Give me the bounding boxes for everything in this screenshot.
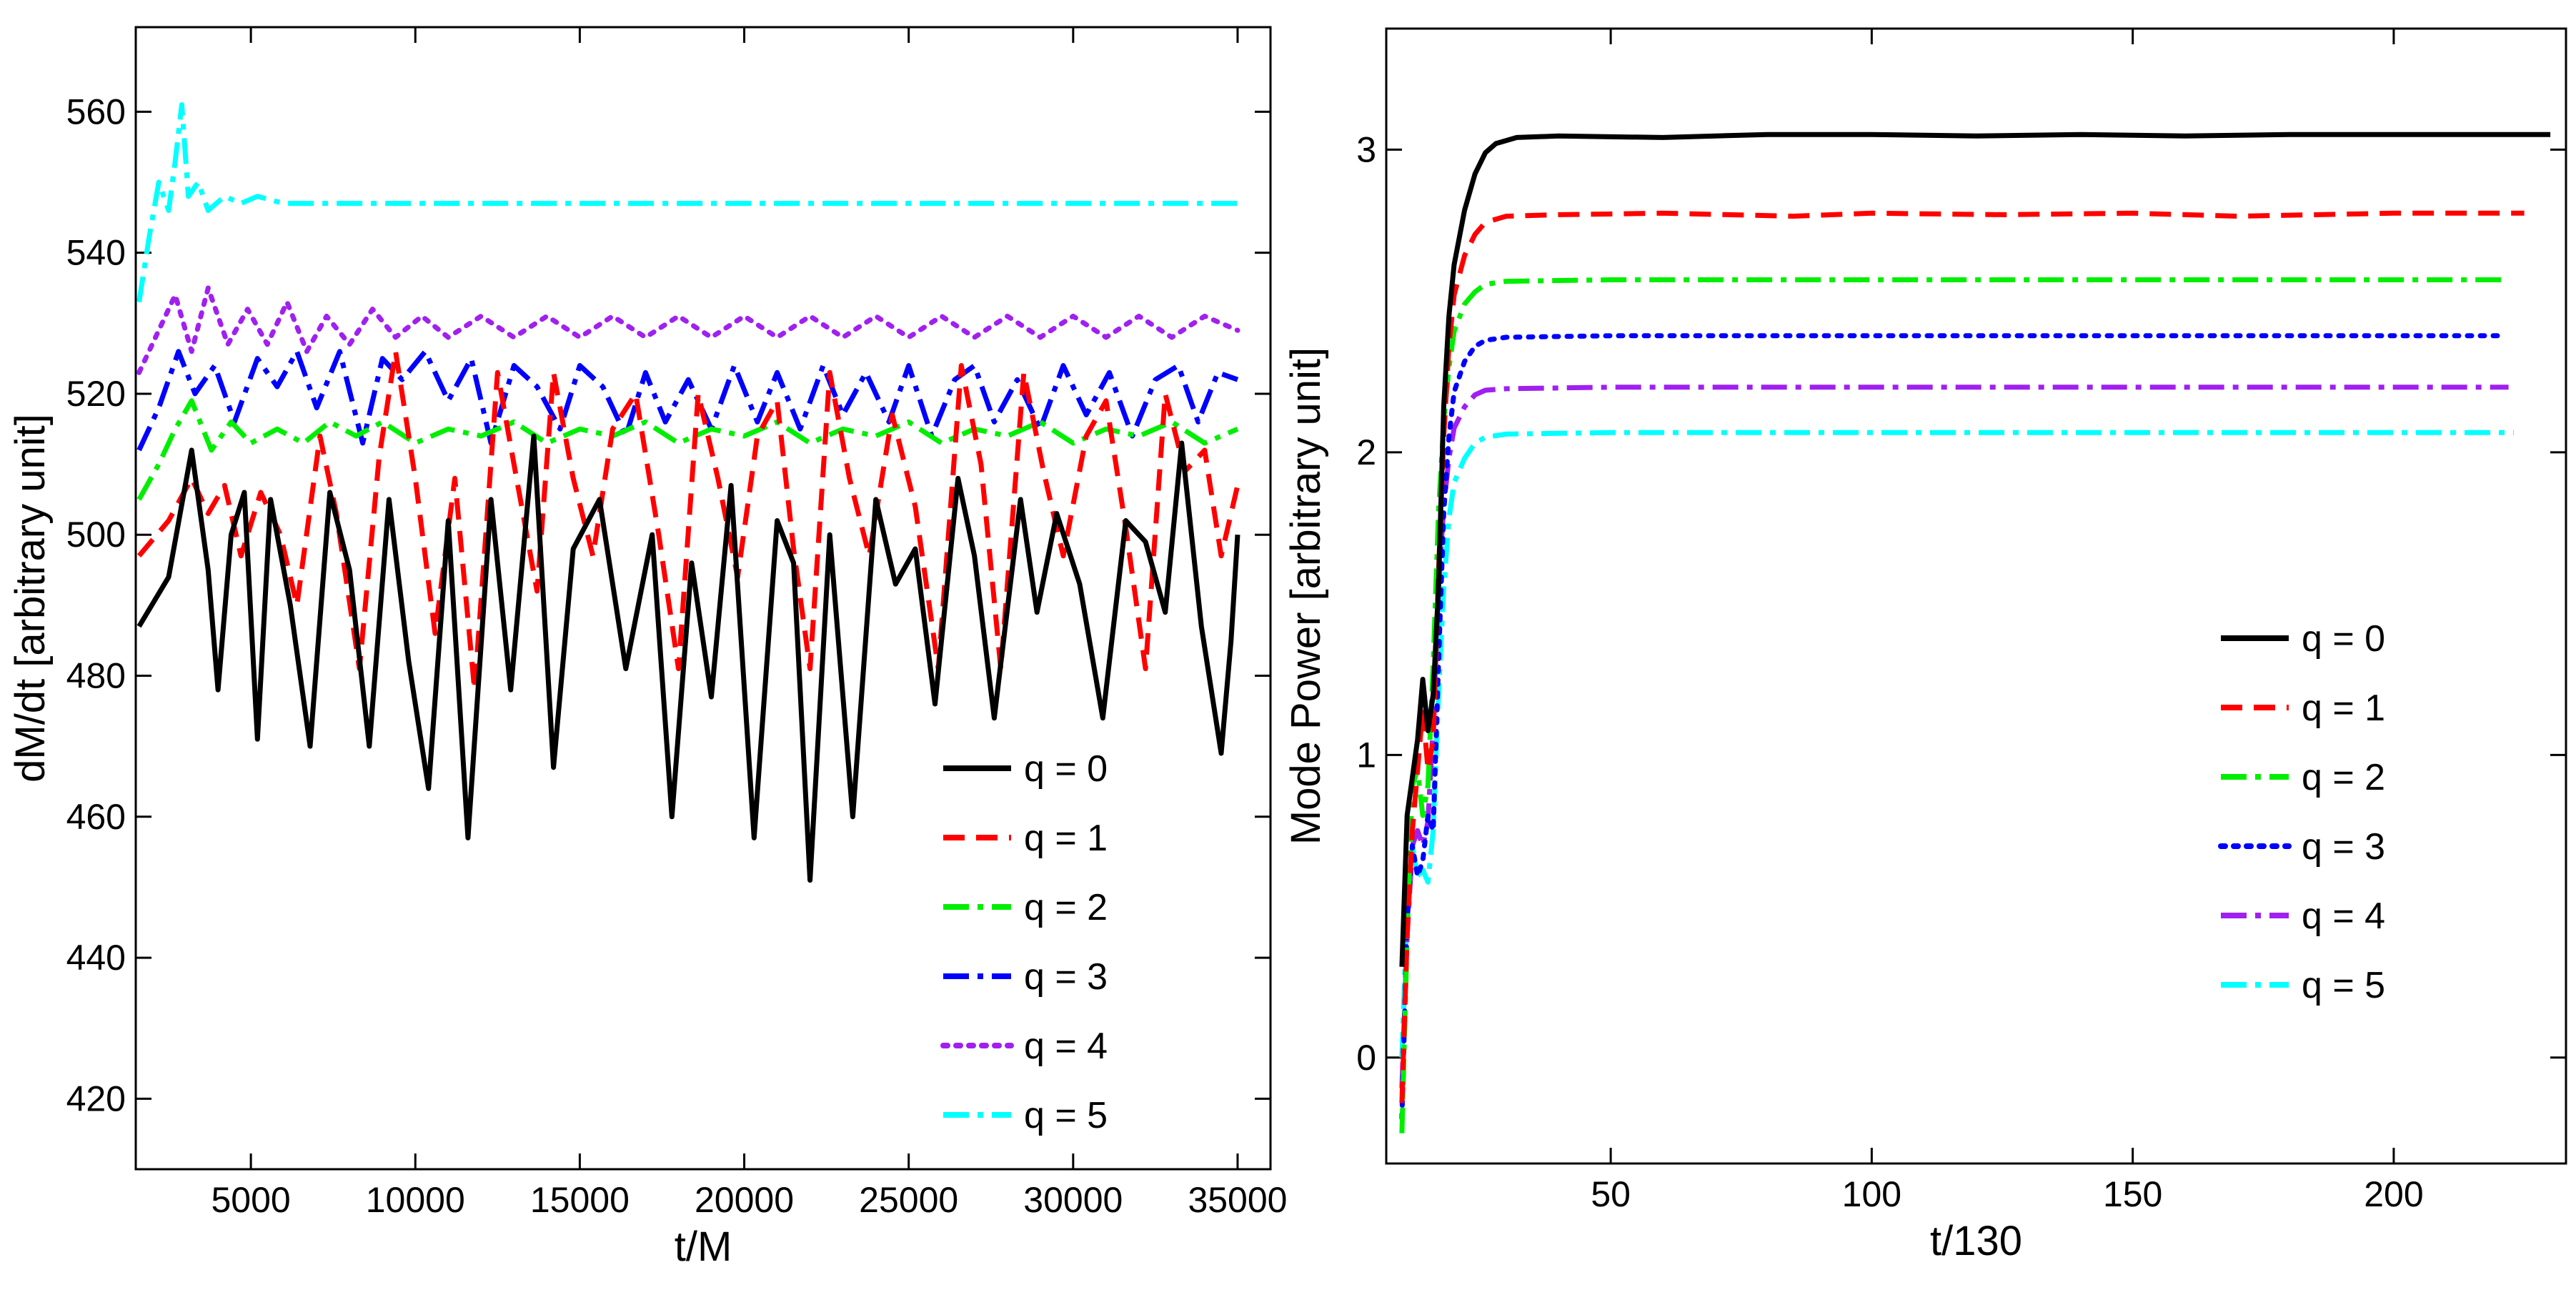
left-y-tick-label: 540: [66, 233, 126, 273]
right-y-tick-label: 2: [1356, 432, 1376, 472]
right-legend-label: q = 2: [2302, 757, 2385, 798]
left-series-line-q0: [136, 433, 1240, 883]
left-legend-label: q = 3: [1024, 956, 1108, 998]
right-series-line-q4: [1399, 384, 2509, 1088]
right-x-tick-label: 50: [1591, 1174, 1631, 1214]
left-x-tick-label: 10000: [366, 1180, 465, 1220]
right-legend-label: q = 0: [2302, 618, 2385, 660]
left-legend-label: q = 1: [1024, 818, 1108, 859]
left-x-tick-label: 5000: [211, 1180, 290, 1220]
right-plot-frame: [1385, 27, 2567, 1165]
right-series-line-q5: [1399, 430, 2514, 1058]
right-y-axis-label: Mode Power [arbitrary unit]: [1283, 347, 1329, 845]
right-legend: q = 0 q = 1 q = 2 q = 3 q = 4 q = 5: [2218, 618, 2385, 1006]
right-y-tick-label: 1: [1356, 735, 1376, 775]
left-series-line-q4: [136, 285, 1240, 375]
right-y-tick-label: 0: [1356, 1038, 1376, 1078]
left-series-line-q3: [136, 349, 1239, 452]
left-legend-label: q = 0: [1024, 748, 1108, 790]
right-series-line-q3: [1399, 333, 2501, 1121]
left-y-axis-label: dM/dt [arbitrary unit]: [7, 414, 54, 783]
left-y-tick-label: 480: [66, 656, 126, 696]
right-x-tick-label: 200: [2364, 1174, 2423, 1214]
left-x-tick-label: 35000: [1188, 1180, 1287, 1220]
right-chart-panel: 50 100 150 200 0 1 2 3 t/130 Mode Power [arbitrar…: [1283, 27, 2567, 1264]
right-series-line-q2: [1399, 277, 2509, 1133]
left-series-line-q2: [136, 398, 1239, 501]
left-legend-label: q = 4: [1024, 1026, 1108, 1067]
left-chart-panel: 5000 10000 15000 20000 25000 30000 35000 420 440…: [7, 26, 1287, 1270]
right-series-line-q0: [1399, 132, 2551, 967]
left-plot-frame: [134, 26, 1272, 1171]
left-x-tick-label: 20000: [695, 1180, 794, 1220]
left-y-tick-label: 420: [66, 1078, 126, 1118]
left-legend-label: q = 5: [1024, 1095, 1108, 1136]
right-x-tick-label: 150: [2103, 1174, 2162, 1214]
right-x-axis-label: t/130: [1930, 1218, 2022, 1264]
left-y-tick-label: 440: [66, 938, 126, 978]
left-x-axis-label: t/M: [675, 1224, 732, 1270]
left-series-line-q5: [136, 102, 1238, 303]
left-x-tick-label: 30000: [1023, 1180, 1123, 1220]
right-legend-label: q = 4: [2302, 895, 2385, 937]
right-series-line-q1: [1399, 210, 2525, 1103]
left-y-tick-label: 500: [66, 515, 126, 555]
right-legend-label: q = 3: [2302, 826, 2385, 868]
left-legend-label: q = 2: [1024, 887, 1108, 928]
left-x-tick-label: 25000: [859, 1180, 958, 1220]
left-legend: q = 0 q = 1 q = 2 q = 3 q = 4 q = 5: [940, 748, 1108, 1136]
left-y-tick-label: 460: [66, 797, 126, 837]
left-y-tick-label: 560: [66, 91, 126, 132]
right-y-tick-label: 3: [1356, 129, 1376, 169]
right-legend-label: q = 1: [2302, 688, 2385, 729]
right-legend-label: q = 5: [2302, 965, 2385, 1006]
left-y-tick-label: 520: [66, 374, 126, 414]
left-series-line-q1: [136, 349, 1240, 693]
left-x-tick-label: 15000: [530, 1180, 630, 1220]
right-x-tick-label: 100: [1842, 1174, 1901, 1214]
